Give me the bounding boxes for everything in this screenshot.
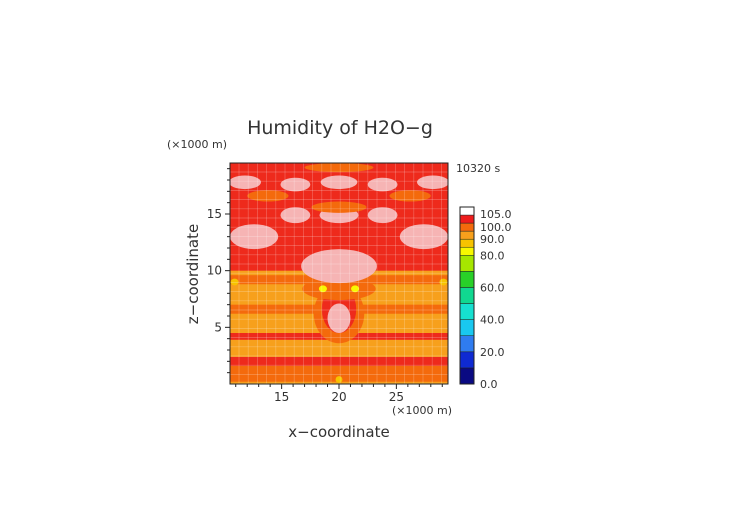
colorbar-label: 80.0 xyxy=(480,249,505,262)
region-blob-31 xyxy=(335,376,343,383)
x-tick-label: 20 xyxy=(331,390,346,404)
region-blob-17 xyxy=(367,207,398,224)
colorbar-swatch xyxy=(459,367,475,385)
y-unit-label: (×1000 m) xyxy=(167,138,227,151)
colorbar-swatch xyxy=(459,319,475,336)
colorbar-swatch xyxy=(459,271,475,288)
y-tick-label: 10 xyxy=(207,264,222,278)
colorbar-label: 0.0 xyxy=(480,378,498,391)
region-blob-23 xyxy=(320,175,358,190)
humidity-regions xyxy=(230,163,448,383)
region-blob-21 xyxy=(230,175,261,190)
colorbar-swatch xyxy=(459,214,475,224)
x-tick-label: 15 xyxy=(274,390,289,404)
colorbar-swatch xyxy=(459,206,475,216)
colorbar-label: 100.0 xyxy=(480,221,512,234)
region-blob-22 xyxy=(280,177,311,192)
colorbar-swatch xyxy=(459,351,475,369)
region-blob-15 xyxy=(280,207,311,224)
region-blob-10 xyxy=(327,303,351,333)
region-blob-11 xyxy=(302,277,376,301)
colorbar-label: 60.0 xyxy=(480,281,505,294)
colorbar-label: 105.0 xyxy=(480,208,512,221)
colorbar-swatch xyxy=(459,238,475,248)
region-blob-26 xyxy=(304,163,374,173)
colorbar-frame xyxy=(459,206,475,385)
colorbar-swatch xyxy=(459,303,475,320)
x-tick-label: 25 xyxy=(389,390,404,404)
colorbar-swatch xyxy=(459,255,475,272)
x-axis: 15 20 25 xyxy=(235,384,443,404)
y-axis-label: z−coordinate xyxy=(184,224,202,324)
colorbar-swatch xyxy=(459,230,475,240)
chart-title: Humidity of H2O−g xyxy=(247,117,433,139)
region-blob-30 xyxy=(439,278,448,286)
y-tick-label: 15 xyxy=(207,207,222,221)
colorbar-label: 20.0 xyxy=(480,346,505,359)
region-blob-29 xyxy=(230,278,239,286)
colorbar-swatch xyxy=(459,335,475,353)
grid-lines xyxy=(230,163,448,384)
region-band-0 xyxy=(230,363,448,382)
x-unit-label: (×1000 m) xyxy=(392,404,452,417)
colorbar-swatch xyxy=(459,246,475,256)
region-blob-25 xyxy=(417,175,448,190)
time-label: 10320 s xyxy=(456,162,500,175)
colorbar-swatch xyxy=(459,222,475,232)
plot-area xyxy=(230,163,448,384)
region-blob-18 xyxy=(311,201,367,213)
x-axis-label: x−coordinate xyxy=(288,423,389,441)
region-blob-28 xyxy=(351,285,360,293)
region-blob-13 xyxy=(230,224,279,250)
y-tick-label: 5 xyxy=(214,320,222,334)
region-blob-27 xyxy=(318,285,327,293)
y-axis: 5 10 15 xyxy=(207,168,230,374)
colorbar-swatch xyxy=(459,287,475,304)
region-band-1 xyxy=(230,356,448,366)
colorbar-label: 40.0 xyxy=(480,314,505,327)
region-blob-12 xyxy=(301,249,377,284)
colorbar-label: 90.0 xyxy=(480,233,505,246)
region-blob-14 xyxy=(399,224,448,250)
region-blob-24 xyxy=(367,177,398,192)
region-blob-19 xyxy=(247,190,289,202)
region-blob-20 xyxy=(389,190,431,202)
